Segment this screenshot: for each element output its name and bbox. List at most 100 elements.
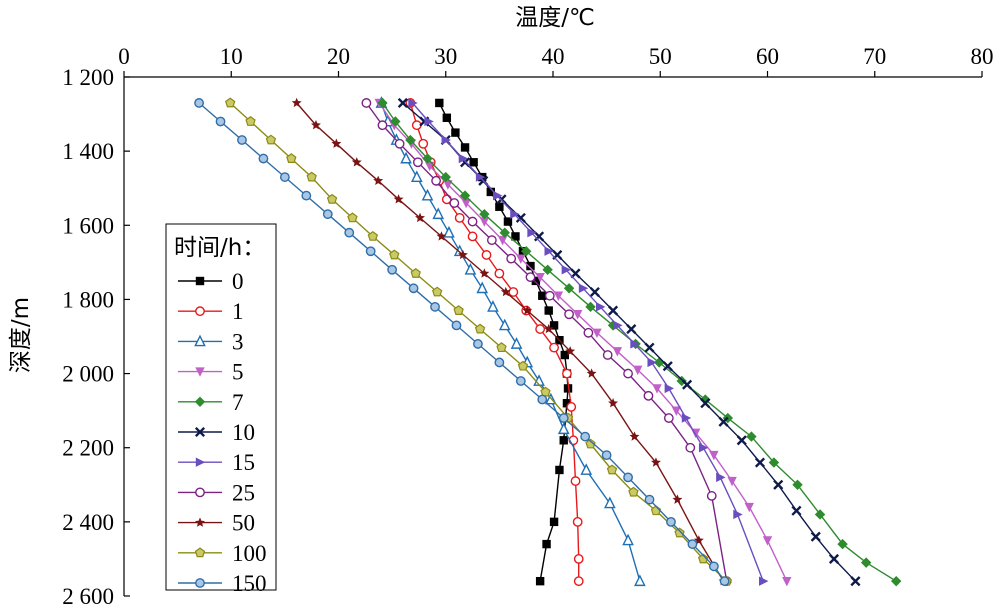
- legend-marker: [195, 367, 205, 377]
- data-point: [451, 320, 462, 331]
- data-point: [464, 263, 477, 275]
- data-point: [606, 464, 618, 475]
- data-point: [453, 305, 464, 315]
- data-point: [674, 527, 685, 538]
- legend-marker: [194, 396, 206, 407]
- data-point: [759, 576, 769, 586]
- legend-item: 50: [178, 511, 255, 536]
- data-point: [850, 576, 861, 587]
- data-point: [562, 368, 572, 379]
- data-point: [543, 323, 554, 334]
- data-point: [555, 465, 564, 475]
- legend-item: 10: [178, 420, 255, 445]
- data-point: [365, 246, 376, 257]
- data-point: [549, 517, 559, 527]
- legend: 时间/h： 0 1 3 5 7 10 15 25 50 100 150: [165, 223, 277, 596]
- data-point: [481, 250, 492, 260]
- data-point: [773, 479, 784, 490]
- series-line: [378, 102, 788, 582]
- data-point: [430, 301, 440, 312]
- data-point: [572, 516, 583, 527]
- data-point: [708, 561, 719, 572]
- y-tick-label: 1 800: [62, 287, 114, 312]
- data-point: [326, 193, 338, 204]
- series-line: [381, 102, 897, 582]
- data-point: [443, 225, 455, 238]
- data-point: [479, 208, 490, 220]
- data-point: [534, 231, 545, 242]
- data-point: [373, 175, 384, 186]
- data-point: [685, 442, 696, 453]
- data-point: [553, 291, 564, 301]
- legend-marker: [194, 426, 206, 438]
- legend-marker: [194, 334, 206, 347]
- data-point: [623, 472, 633, 483]
- x-tick-label: 80: [971, 44, 994, 69]
- data-point: [522, 305, 533, 315]
- y-tick-label: 1 200: [62, 65, 114, 90]
- x-tick-label: 20: [327, 44, 350, 69]
- data-point: [586, 368, 597, 378]
- data-point: [322, 209, 333, 220]
- series-150: [194, 98, 730, 587]
- legend-label: 10: [232, 420, 255, 445]
- data-point: [377, 120, 388, 131]
- data-point: [457, 249, 468, 260]
- series-line: [402, 102, 856, 582]
- data-point: [496, 342, 507, 353]
- data-point: [736, 435, 747, 446]
- data-point: [647, 357, 657, 368]
- legend-label: 7: [232, 390, 244, 415]
- data-point: [461, 198, 471, 209]
- data-point: [418, 138, 429, 149]
- data-point: [652, 384, 662, 394]
- legend-item: 0: [178, 269, 244, 294]
- series-10: [397, 97, 861, 587]
- y-tick-label: 1 400: [62, 139, 114, 164]
- legend-marker: [195, 578, 205, 588]
- data-point: [493, 190, 503, 201]
- data-point: [245, 116, 256, 126]
- data-point: [612, 347, 623, 357]
- data-point: [451, 128, 460, 137]
- data-point: [700, 398, 711, 409]
- legend-label: 100: [232, 541, 267, 566]
- series-15: [408, 98, 769, 586]
- data-point: [286, 153, 297, 163]
- y-axis-title: 深度/m: [8, 297, 34, 373]
- data-point: [435, 98, 444, 108]
- data-point: [601, 450, 612, 461]
- data-point: [436, 231, 447, 241]
- data-point: [454, 212, 465, 223]
- data-point: [629, 431, 640, 441]
- data-point: [474, 323, 486, 334]
- data-point: [744, 502, 754, 513]
- data-point: [431, 175, 441, 186]
- data-point: [387, 264, 398, 275]
- data-point: [544, 290, 555, 301]
- data-point: [476, 281, 489, 294]
- legend-item: 5: [178, 360, 244, 385]
- data-point: [602, 350, 613, 360]
- data-point: [410, 268, 421, 278]
- data-point: [469, 158, 478, 167]
- data-point: [531, 276, 541, 286]
- data-point: [515, 212, 526, 223]
- data-point: [814, 509, 826, 520]
- data-point: [557, 422, 570, 435]
- data-point: [525, 272, 536, 283]
- data-point: [672, 494, 683, 504]
- y-tick-label: 2 400: [62, 510, 114, 535]
- data-point: [573, 554, 584, 564]
- data-point: [585, 438, 596, 449]
- data-point: [397, 97, 408, 108]
- x-tick-label: 30: [434, 44, 457, 69]
- data-point: [506, 253, 517, 264]
- series-5: [374, 98, 792, 587]
- data-point: [706, 491, 717, 501]
- data-point: [279, 172, 290, 182]
- data-point: [535, 272, 545, 283]
- data-point: [573, 576, 584, 587]
- data-point: [449, 198, 460, 208]
- data-point: [727, 476, 737, 487]
